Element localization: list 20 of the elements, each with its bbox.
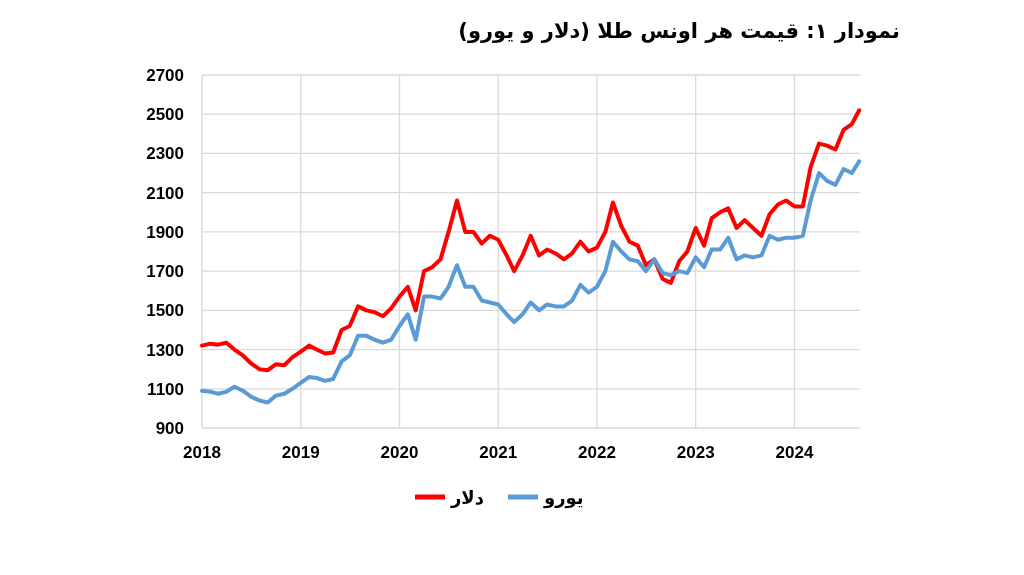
x-tick-label: 2022	[578, 443, 616, 462]
y-tick-label: 1900	[146, 222, 184, 242]
x-tick-label: 2018	[183, 443, 221, 462]
x-tick-label: 2020	[380, 443, 419, 462]
y-tick-label: 1300	[146, 340, 184, 360]
x-tick-label: 2024	[775, 443, 814, 462]
y-tick-label: 900	[155, 419, 184, 438]
x-tick-label: 2019	[281, 443, 320, 462]
x-tick-label: 2023	[676, 443, 715, 462]
y-tick-label: 1700	[146, 262, 184, 282]
legend-label: دلار	[450, 487, 485, 508]
y-tick-label: 2500	[146, 105, 184, 125]
chart-title: نمودار ۱: قیمت هر اونس طلا (دلار و یورو)	[458, 19, 900, 43]
y-tick-label: 2300	[146, 144, 184, 164]
x-tick-label: 2021	[479, 443, 518, 462]
y-tick-label: 2700	[146, 66, 184, 85]
y-tick-label: 1100	[147, 379, 184, 399]
legend-label: یورو	[543, 487, 584, 509]
y-tick-label: 1500	[146, 301, 184, 321]
y-tick-label: 2100	[146, 183, 184, 203]
